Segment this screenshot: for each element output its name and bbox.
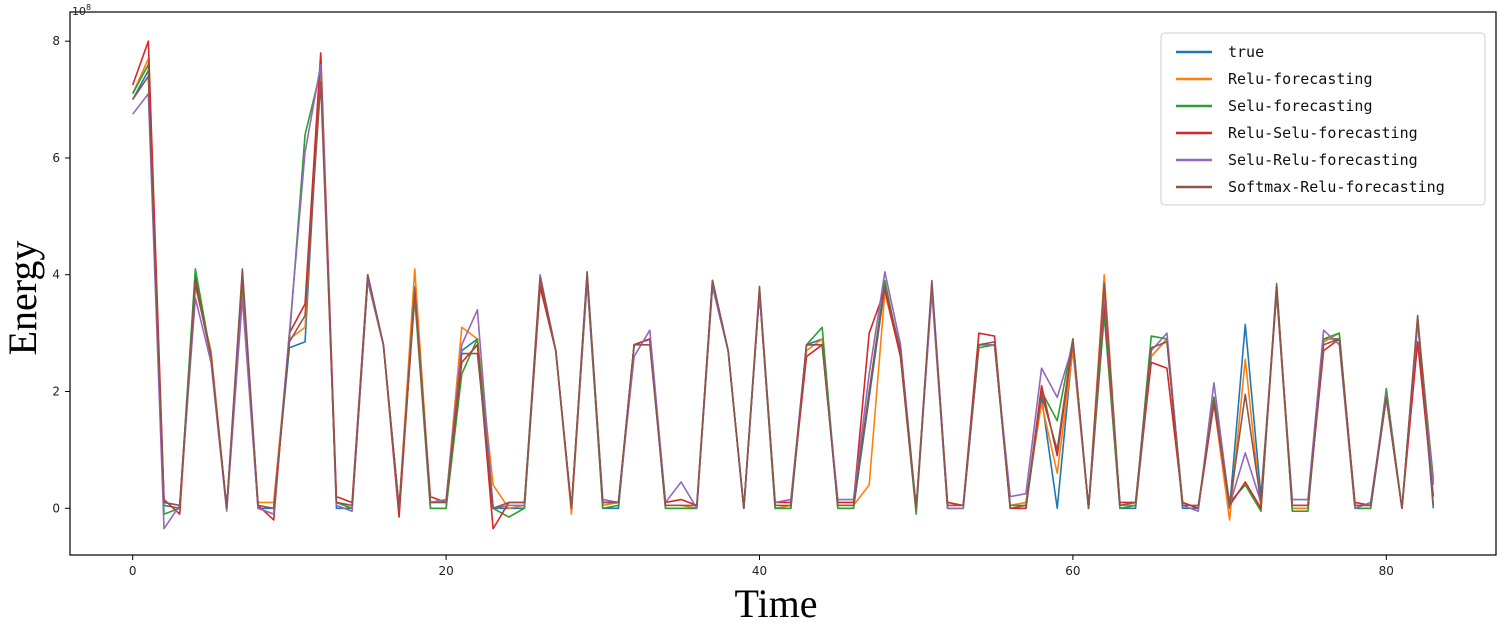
x-tick-label: 40 (752, 564, 767, 578)
legend-label: Selu-Relu-forecasting (1228, 151, 1418, 169)
plot-area (69, 11, 1497, 556)
x-tick-label: 20 (438, 564, 453, 578)
x-axis-ticks: 0 20 40 60 80 (129, 555, 1394, 578)
legend-box (1160, 32, 1486, 206)
legend: true Relu-forecasting Selu-forecasting Relu… (1160, 32, 1486, 206)
legend-label: Softmax-Relu-forecasting (1228, 178, 1445, 196)
y-tick-label: 4 (52, 268, 60, 282)
legend-label: Relu-Selu-forecasting (1228, 124, 1418, 142)
x-tick-label: 60 (1065, 564, 1080, 578)
series-line-selu-relu-forecasting (132, 63, 1435, 530)
y-tick-label: 2 (52, 385, 60, 399)
legend-label: true (1228, 43, 1264, 61)
x-axis-title: Time (734, 581, 817, 624)
y-tick-label: 6 (52, 151, 60, 165)
series-line-softmax-relu-forecasting (132, 75, 1435, 510)
y-axis-title: Energy (0, 241, 45, 356)
y-tick-label: 8 (52, 34, 60, 48)
legend-label: Selu-forecasting (1228, 97, 1373, 115)
y-tick-label: 0 (52, 501, 60, 515)
x-tick-label: 0 (129, 564, 137, 578)
legend-label: Relu-forecasting (1228, 70, 1373, 88)
series-lines (131, 40, 1435, 530)
y-axis-ticks: 0 2 4 6 8 (52, 34, 70, 515)
x-tick-label: 80 (1379, 564, 1394, 578)
y-axis-exponent: 8 (86, 3, 91, 12)
